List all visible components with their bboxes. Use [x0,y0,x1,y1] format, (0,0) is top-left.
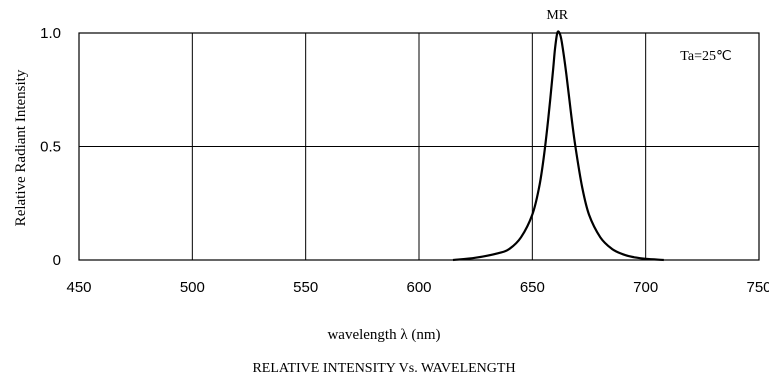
x-tick-labels: 450 500 550 600 650 700 750 [66,279,769,296]
y-tick-labels: 1.0 0.5 0 [40,25,61,269]
x-tick-label: 600 [406,279,431,296]
y-tick-label: 1.0 [40,25,61,42]
series-label-mr: MR [546,8,568,23]
y-tick-label: 0 [53,252,61,269]
x-tick-label: 700 [633,279,658,296]
y-axis-label: Relative Radiant Intensity [13,69,29,226]
x-tick-label: 650 [520,279,545,296]
annotation-ta: Ta=25℃ [680,49,731,64]
series-line-mr [452,30,664,262]
x-axis-label: wavelength λ (nm) [327,327,440,343]
chart-title: RELATIVE INTENSITY Vs. WAVELENGTH [252,361,515,376]
y-tick-label: 0.5 [40,139,61,156]
x-tick-label: 450 [66,279,91,296]
x-tick-label: 750 [746,279,769,296]
grid [79,33,759,260]
x-tick-label: 500 [180,279,205,296]
x-tick-label: 550 [293,279,318,296]
